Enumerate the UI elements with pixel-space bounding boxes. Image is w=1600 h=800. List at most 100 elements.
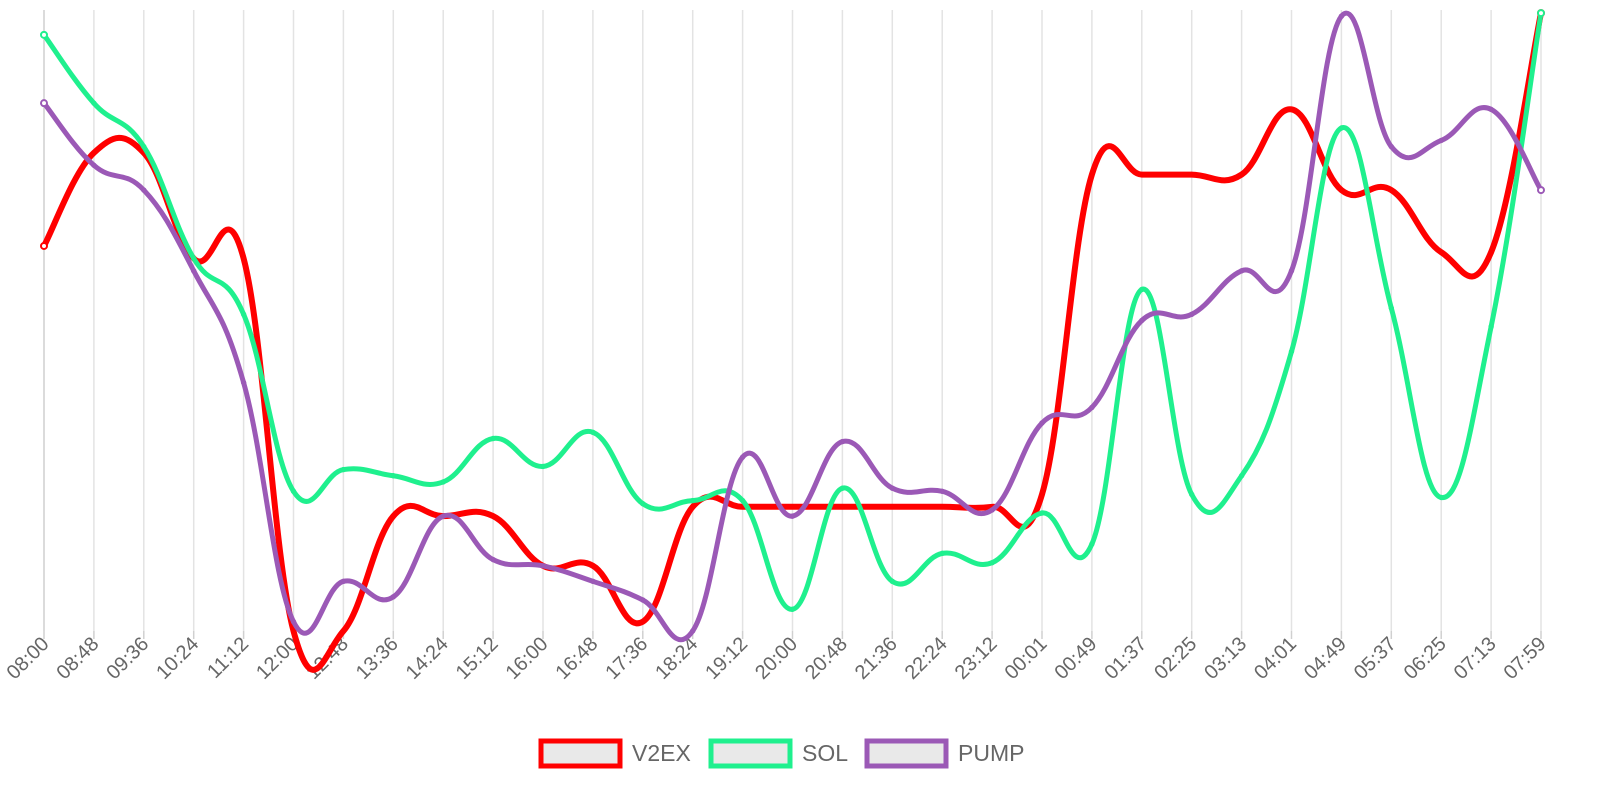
data-point[interactable] [1039,420,1045,426]
data-point[interactable] [290,618,297,625]
data-point[interactable] [839,438,846,445]
data-point[interactable] [240,255,247,262]
data-point[interactable] [690,628,696,634]
data-point[interactable] [40,99,48,108]
data-point[interactable] [1388,187,1395,193]
data-point[interactable] [590,578,596,585]
series-group [40,9,1545,673]
data-point[interactable] [1089,541,1095,547]
data-point[interactable] [789,504,796,510]
data-point[interactable] [739,497,746,504]
data-point[interactable] [839,504,846,510]
data-point[interactable] [1488,249,1494,255]
data-point[interactable] [440,513,446,519]
data-point[interactable] [939,550,945,557]
data-point[interactable] [540,463,546,470]
data-point[interactable] [191,268,197,274]
data-point[interactable] [1039,491,1045,498]
data-point[interactable] [1238,268,1245,274]
x-tick-label: 08:48 [52,633,103,684]
data-point[interactable] [91,100,97,106]
x-tick-label: 01:37 [1100,633,1151,684]
data-point[interactable] [440,479,446,485]
data-point[interactable] [989,507,995,513]
data-point[interactable] [340,578,347,585]
legend-item-pump[interactable]: PUMP [864,738,1024,769]
data-point[interactable] [290,628,297,634]
data-point[interactable] [839,485,846,491]
x-tick-label: 10:24 [152,633,203,684]
data-point[interactable] [889,578,895,585]
data-point[interactable] [989,559,995,566]
data-point[interactable] [240,379,247,386]
data-point[interactable] [1189,491,1195,498]
data-point[interactable] [939,488,945,494]
data-point[interactable] [290,488,297,494]
data-point[interactable] [1189,311,1195,317]
data-point[interactable] [540,563,546,569]
data-point[interactable] [1488,324,1494,330]
data-point[interactable] [390,513,396,519]
data-point[interactable] [191,255,197,262]
data-point[interactable] [1139,317,1145,324]
data-point[interactable] [739,454,746,460]
data-point[interactable] [490,435,496,442]
data-point[interactable] [1438,249,1444,255]
data-point[interactable] [1438,494,1444,501]
data-point[interactable] [789,606,796,612]
data-point[interactable] [1089,171,1095,178]
legend[interactable]: V2EX SOL PUMP [538,738,1024,769]
data-point[interactable] [590,429,596,435]
data-point[interactable] [889,504,895,510]
data-point[interactable] [390,473,396,479]
data-point[interactable] [1139,286,1145,293]
data-point[interactable] [91,150,97,156]
data-point[interactable] [340,466,347,473]
x-tick-label: 09:36 [102,633,153,684]
data-point[interactable] [889,485,895,491]
data-point[interactable] [640,618,646,625]
data-point[interactable] [490,556,496,563]
data-point[interactable] [1537,9,1545,18]
data-point[interactable] [1537,186,1545,195]
data-point[interactable] [1039,510,1045,516]
data-point[interactable] [690,497,696,504]
data-point[interactable] [141,187,147,193]
data-point[interactable] [1438,137,1444,144]
data-point[interactable] [1238,171,1245,178]
data-point[interactable] [1338,13,1345,19]
data-point[interactable] [240,311,247,317]
data-point[interactable] [640,500,646,507]
data-point[interactable] [1388,305,1395,311]
legend-item-sol[interactable]: SOL [708,738,848,769]
data-point[interactable] [1388,143,1395,150]
data-point[interactable] [590,563,596,569]
data-point[interactable] [789,513,796,519]
x-tick-label: 05:37 [1350,633,1401,684]
data-point[interactable] [1139,171,1145,178]
data-point[interactable] [390,594,396,600]
x-tick-label: 20:00 [751,633,802,684]
data-point[interactable] [91,162,97,168]
data-point[interactable] [1089,404,1095,411]
legend-label: SOL [802,740,848,766]
data-point[interactable] [690,504,696,510]
data-point[interactable] [1338,125,1345,131]
data-point[interactable] [939,504,945,510]
data-point[interactable] [40,241,48,250]
data-point[interactable] [1288,348,1295,355]
x-tick-label: 17:36 [601,633,652,684]
data-point[interactable] [340,628,347,634]
data-point[interactable] [1338,187,1345,193]
data-point[interactable] [40,30,48,39]
legend-item-v2ex[interactable]: V2EX [538,738,691,769]
data-point[interactable] [1288,106,1295,113]
data-point[interactable] [490,513,496,519]
data-point[interactable] [1488,106,1494,113]
data-point[interactable] [1189,171,1195,178]
data-point[interactable] [640,597,646,603]
data-point[interactable] [141,143,147,150]
data-point[interactable] [1288,268,1295,274]
data-point[interactable] [1238,473,1245,479]
